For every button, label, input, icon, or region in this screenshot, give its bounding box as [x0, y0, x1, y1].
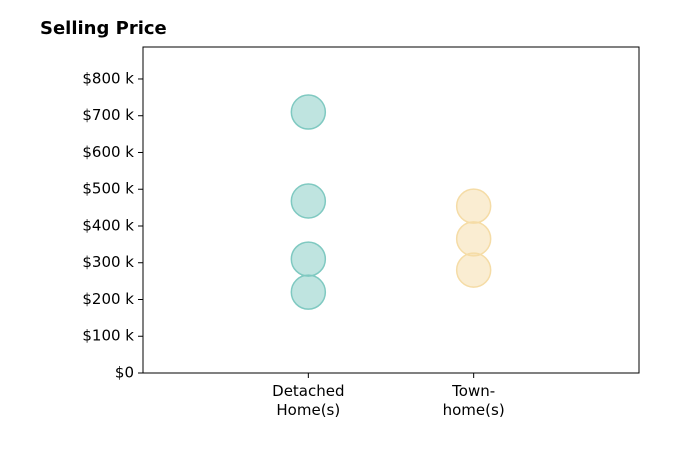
- chart-title: Selling Price: [40, 18, 167, 39]
- point: [455, 188, 492, 224]
- point: [290, 183, 327, 219]
- y-tick-label: $400 k: [82, 216, 134, 234]
- y-tick-label: $600 k: [82, 143, 134, 161]
- x-tick-label: Town- home(s): [442, 382, 505, 419]
- y-tick-label: $800 k: [82, 69, 134, 87]
- y-tick-label: $500 k: [82, 180, 134, 198]
- y-tick-label: $100 k: [82, 327, 134, 345]
- point: [455, 252, 492, 288]
- x-tick-label: Detached Home(s): [272, 382, 345, 419]
- point: [455, 221, 492, 257]
- y-tick-label: $0: [115, 364, 134, 382]
- y-tick-label: $300 k: [82, 253, 134, 271]
- plot-frame: [142, 46, 640, 374]
- point: [290, 241, 327, 277]
- point: [290, 94, 327, 130]
- point: [290, 274, 327, 310]
- y-tick-label: $700 k: [82, 106, 134, 124]
- y-tick-label: $200 k: [82, 290, 134, 308]
